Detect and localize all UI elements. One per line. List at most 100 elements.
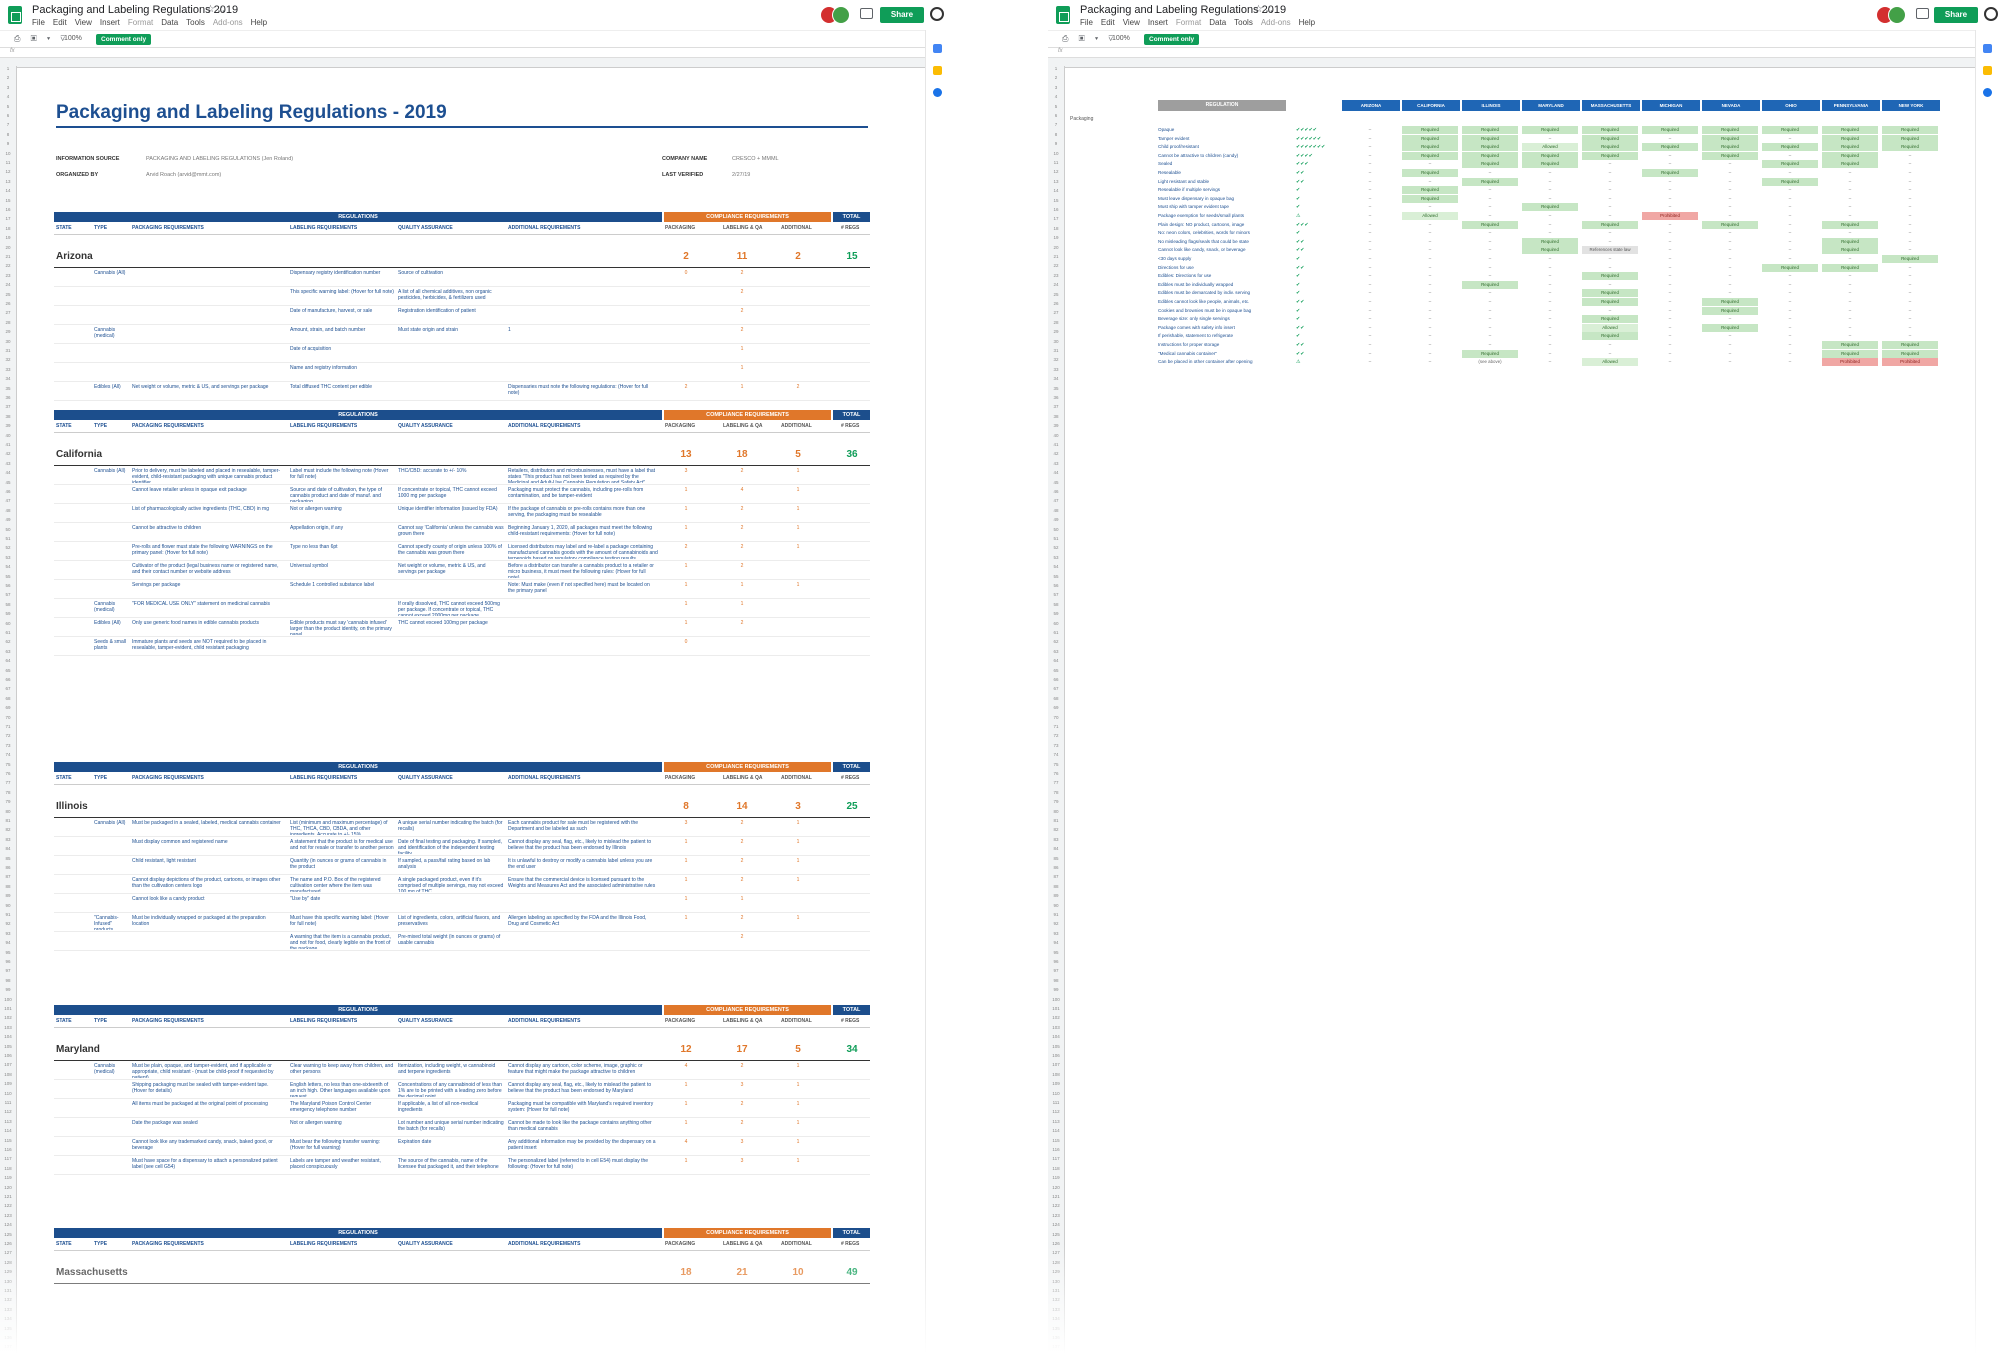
state-cell[interactable]: – [1428,307,1432,313]
state-cell[interactable]: – [1908,178,1912,184]
collaborator-avatars[interactable] [820,6,854,24]
state-cell[interactable]: – [1908,170,1912,175]
state-cell[interactable]: Required [1522,126,1578,134]
row-number[interactable]: 10 [1053,150,1059,156]
regulation-label[interactable]: Package exemption for seeds/small plants [1158,213,1245,218]
state-cell[interactable]: – [1728,316,1732,322]
row-number[interactable]: 33 [1053,366,1059,372]
row-number[interactable]: 63 [5,648,11,654]
state-cell[interactable]: – [1608,213,1612,218]
cell-qa[interactable]: If sampled, a pass/fail rating based on … [398,858,491,870]
state-cell[interactable]: Prohibited [1882,358,1938,367]
regulation-label[interactable]: "Medical cannabis container" [1158,350,1217,356]
state-cell[interactable]: – [1668,359,1672,365]
row-number[interactable]: 79 [1053,799,1059,805]
state-cell[interactable]: – [1608,178,1612,184]
row-number[interactable]: 5 [6,103,10,109]
state-cell[interactable]: – [1728,342,1732,347]
tasks-icon[interactable] [1983,88,1992,97]
table-row[interactable]: "Cannabis-Infused" products Must be indiv… [54,913,870,932]
row-number[interactable]: 92 [1053,921,1059,927]
state-cell[interactable]: – [1908,333,1912,339]
cell-type[interactable] [94,346,130,361]
state-cell[interactable]: Allowed [1402,212,1458,220]
regulation-label[interactable]: Child proof/resistant [1158,144,1199,150]
state-cell[interactable]: Required [1582,151,1638,160]
cell-type[interactable] [94,858,130,873]
state-cell[interactable]: – [1608,350,1612,356]
comments-icon[interactable] [860,8,873,19]
state-cell[interactable]: – [1728,247,1732,253]
cell-pack[interactable]: Prior to delivery, must be labeled and p… [132,468,281,483]
row-number[interactable]: 78 [1053,789,1059,795]
row-number[interactable]: 41 [5,442,11,447]
state-cell[interactable]: Required [1702,220,1758,229]
state-cell[interactable]: – [1368,230,1372,236]
state-cell[interactable]: – [1488,238,1492,244]
state-cell[interactable]: – [1428,230,1432,236]
regulation-label[interactable]: Edibles cannot look like people, animals… [1158,299,1250,304]
state-cell[interactable]: – [1548,264,1552,270]
state-cell[interactable]: Required [1702,323,1758,332]
regulation-row[interactable]: Must ship with tamper evident tape ✔ – – – Re… [1158,203,1928,212]
state-cell[interactable]: Required [1462,220,1518,229]
state-cell[interactable]: Required [1762,177,1818,186]
cell-type[interactable] [94,1082,130,1097]
regulation-label[interactable]: Edibles must be individually wrapped [1158,281,1234,287]
state-cell[interactable]: – [1488,324,1492,330]
regulation-label[interactable]: Plain design: NO product, cartoons, imag… [1158,221,1245,227]
table-row[interactable]: Cannot be attractive to children Appellat… [54,523,870,542]
row-number[interactable]: 37 [5,404,11,410]
row-number[interactable]: 98 [1053,977,1059,983]
regulation-label[interactable]: Must leave dispensary in opaque bag [1158,195,1235,201]
state-cell[interactable]: Required [1882,143,1938,152]
row-number[interactable]: 108 [1052,1071,1060,1077]
regulation-label[interactable]: Can be placed in other container after o… [1158,359,1253,365]
cell-label[interactable]: "Use by" date [290,896,321,902]
state-cell[interactable]: – [1548,213,1552,218]
regulation-row[interactable]: Directions for use ✔✔ – – – – – – – Required Requi… [1158,263,1928,273]
cell-qa[interactable]: THC cannot exceed 100mg per package [398,620,488,626]
row-number[interactable]: 114 [1052,1128,1060,1134]
cell-add[interactable] [508,308,658,323]
cell-label[interactable]: Not or allergen warning [290,1120,342,1126]
row-number[interactable]: 95 [5,949,11,955]
state-cell[interactable]: – [1848,281,1852,287]
row-number[interactable]: 74 [1053,752,1059,758]
row-number[interactable]: 20 [1053,244,1059,250]
state-cell[interactable]: Required [1822,134,1878,143]
state-cell[interactable]: Required [1702,306,1758,315]
row-number[interactable]: 99 [5,987,11,993]
state-cell[interactable]: – [1608,230,1612,236]
state-cell[interactable]: – [1728,178,1732,184]
regulation-row[interactable]: Package exemption for seeds/small plants… [1158,212,1928,221]
state-cell[interactable]: – [1368,152,1372,158]
cell-count[interactable]: 1 [796,1120,800,1126]
regulation-row[interactable]: Instructions for proper storage ✔✔ – – – – – – –… [1158,341,1938,350]
row-number[interactable]: 104 [4,1034,12,1040]
state-cell[interactable]: – [1848,299,1852,304]
state-cell[interactable]: – [1368,333,1372,339]
cell-add[interactable]: Cannot be made to look like the package … [508,1120,652,1132]
state-cell[interactable]: Prohibited [1822,358,1878,367]
row-number[interactable]: 14 [1053,188,1059,194]
state-cell[interactable]: Required [1582,220,1638,229]
state-cell[interactable]: – [1368,213,1372,218]
cell-type[interactable] [94,839,130,854]
cell-type[interactable] [94,525,130,540]
state-cell[interactable]: – [1368,161,1372,167]
state-cell[interactable]: – [1548,273,1552,279]
row-number[interactable]: 91 [5,912,11,917]
cell-add[interactable]: Cannot display any seal, flag, etc., lik… [508,1082,652,1094]
row-number[interactable]: 52 [1053,545,1059,551]
regulation-row[interactable]: Resealable ✔✔ – Required – – – Required – – – – [1158,169,1928,178]
regulation-row[interactable]: Tamper evident ✔✔✔✔✔✔ – Required Required – Re… [1158,134,1938,144]
state-cell[interactable]: – [1488,230,1492,236]
state-cell[interactable]: – [1608,264,1612,270]
state-cell[interactable]: – [1788,213,1792,218]
table-row[interactable]: Cannabis (All) Dispensary registry identi… [54,268,870,287]
cell-add[interactable]: Packaging must be compatible with Maryla… [508,1101,654,1113]
regulation-row[interactable]: Plain design: NO product, cartoons, imag… [1158,220,1928,230]
state-cell[interactable]: Required [1762,126,1818,134]
formula-bar[interactable]: fx [0,47,950,58]
